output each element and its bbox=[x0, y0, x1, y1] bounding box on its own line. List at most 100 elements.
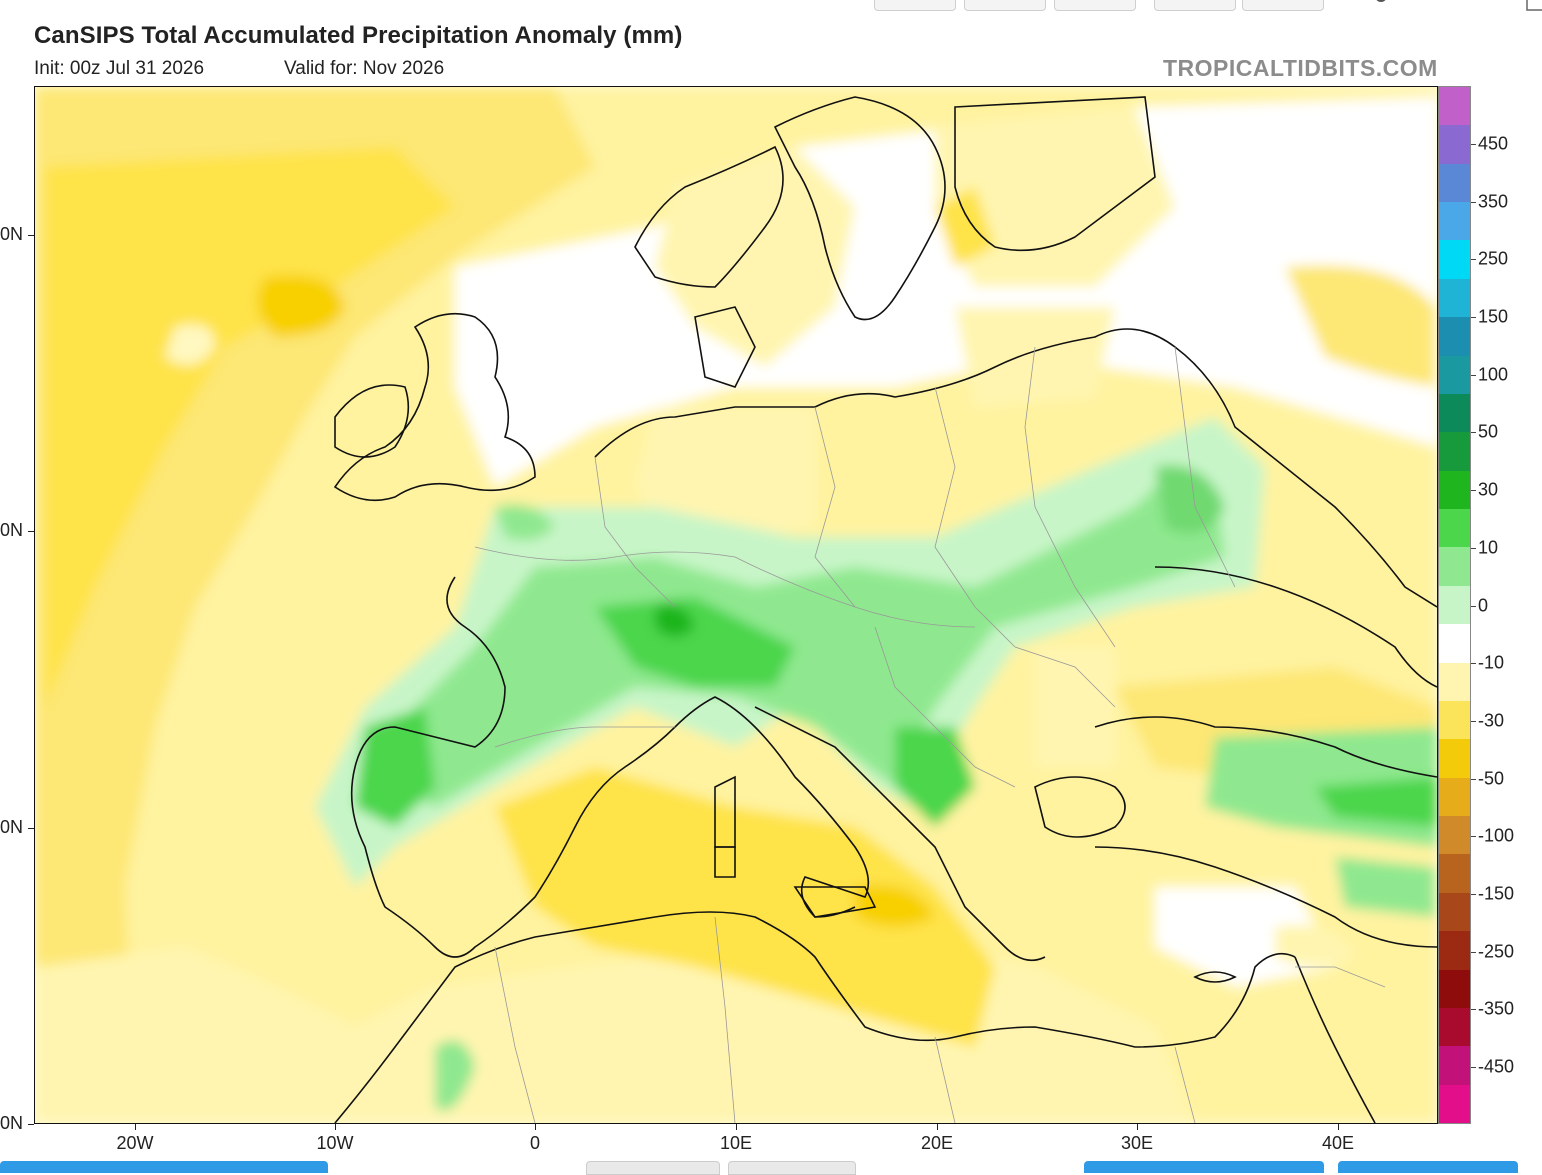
color-scale-segment bbox=[1439, 585, 1470, 625]
color-scale-tick bbox=[1471, 893, 1476, 895]
color-scale-tick bbox=[1471, 720, 1476, 722]
color-scale-tick bbox=[1471, 201, 1476, 203]
anomaly-fields bbox=[35, 87, 1437, 1123]
color-scale-segment bbox=[1439, 87, 1470, 126]
color-scale-segment bbox=[1439, 240, 1470, 280]
lat-tick bbox=[28, 531, 34, 532]
lat-label: 0N bbox=[0, 817, 24, 837]
color-scale-segment bbox=[1439, 662, 1470, 702]
map-canvas bbox=[35, 87, 1437, 1123]
color-scale-tick bbox=[1471, 432, 1476, 434]
color-scale-segment bbox=[1439, 892, 1470, 932]
color-scale-label: 450 bbox=[1478, 133, 1509, 154]
lon-label: 20E bbox=[920, 1133, 954, 1153]
color-scale-tick bbox=[1471, 144, 1476, 145]
lat-label: 0N bbox=[0, 224, 24, 244]
lon-label: 10W bbox=[316, 1133, 354, 1153]
color-scale-tick bbox=[1471, 1067, 1476, 1068]
color-scale-segment bbox=[1439, 777, 1470, 817]
color-scale-tick bbox=[1471, 259, 1476, 261]
lon-label: 10E bbox=[719, 1133, 753, 1153]
color-scale-tick bbox=[1471, 547, 1476, 549]
color-scale-tick bbox=[1471, 663, 1476, 665]
color-scale-segment bbox=[1439, 509, 1470, 548]
color-scale-label: -10 bbox=[1478, 652, 1505, 673]
lat-tick bbox=[28, 828, 34, 829]
color-scale-segment bbox=[1439, 547, 1470, 587]
color-scale-segment bbox=[1439, 278, 1470, 318]
scroll-corner-icon[interactable] bbox=[1526, 0, 1542, 12]
color-scale-label: -100 bbox=[1478, 825, 1515, 846]
bottom-nav-button[interactable] bbox=[728, 1161, 856, 1175]
toolbar-tab[interactable] bbox=[1054, 0, 1136, 11]
lon-tick bbox=[1338, 1124, 1339, 1130]
bottom-nav-button[interactable] bbox=[1338, 1161, 1518, 1173]
color-scale-label: -450 bbox=[1478, 1056, 1515, 1077]
color-scale-label: -350 bbox=[1478, 998, 1515, 1019]
toolbar-tab[interactable] bbox=[1154, 0, 1236, 11]
color-scale-label: -50 bbox=[1478, 768, 1505, 789]
color-scale-label: 10 bbox=[1478, 537, 1499, 558]
lon-tick bbox=[736, 1124, 737, 1130]
color-scale-segment bbox=[1439, 1084, 1470, 1124]
lon-tick bbox=[1137, 1124, 1138, 1130]
color-scale-label: -250 bbox=[1478, 941, 1515, 962]
toolbar-tab[interactable] bbox=[964, 0, 1046, 11]
lon-label: 0 bbox=[529, 1133, 541, 1153]
lat-label: 0N bbox=[0, 520, 24, 540]
color-scale-segment bbox=[1439, 854, 1470, 894]
bottom-nav-button[interactable] bbox=[0, 1161, 328, 1173]
color-scale-tick bbox=[1471, 951, 1476, 953]
lat-tick bbox=[28, 235, 34, 236]
site-credit: TROPICALTIDBITS.COM bbox=[1163, 55, 1438, 81]
color-scale-segment bbox=[1439, 163, 1470, 203]
color-scale-tick bbox=[1471, 1009, 1476, 1011]
lon-tick bbox=[135, 1124, 136, 1130]
lon-tick bbox=[535, 1124, 536, 1130]
toolbar-tab[interactable] bbox=[1242, 0, 1324, 11]
color-scale-segment bbox=[1439, 470, 1470, 510]
color-scale-segment bbox=[1439, 816, 1470, 855]
color-scale-segment bbox=[1439, 969, 1470, 1009]
color-scale-tick bbox=[1471, 490, 1476, 492]
color-scale-tick bbox=[1471, 836, 1476, 838]
lon-label: 20W bbox=[116, 1133, 154, 1153]
lat-label: 0N bbox=[0, 1113, 24, 1133]
lon-label: 40E bbox=[1321, 1133, 1355, 1153]
gear-icon[interactable] bbox=[1372, 0, 1390, 8]
color-scale-label: -150 bbox=[1478, 883, 1515, 904]
color-scale-segment bbox=[1439, 700, 1470, 740]
color-scale-label: 100 bbox=[1478, 364, 1509, 385]
bottom-nav-button[interactable] bbox=[1084, 1161, 1324, 1173]
color-scale-segment bbox=[1439, 432, 1470, 472]
color-scale-segment bbox=[1439, 202, 1470, 241]
color-scale-label: 250 bbox=[1478, 248, 1509, 269]
color-scale-label: 350 bbox=[1478, 191, 1509, 212]
color-scale-segment bbox=[1439, 125, 1470, 165]
color-scale-tick bbox=[1471, 374, 1476, 376]
color-scale-label: 0 bbox=[1478, 595, 1489, 615]
color-scale-label: 30 bbox=[1478, 479, 1499, 500]
color-scale-segment bbox=[1439, 1007, 1470, 1047]
color-scale-segment bbox=[1439, 355, 1470, 395]
color-scale-segment bbox=[1439, 739, 1470, 779]
color-scale-tick bbox=[1471, 605, 1476, 607]
map-title: CanSIPS Total Accumulated Precipitation … bbox=[34, 22, 683, 49]
color-scale-label: 50 bbox=[1478, 421, 1499, 442]
bottom-nav-button[interactable] bbox=[586, 1161, 720, 1175]
lon-tick bbox=[937, 1124, 938, 1130]
valid-time: Valid for: Nov 2026 bbox=[284, 58, 445, 79]
color-scale-label: -30 bbox=[1478, 710, 1505, 731]
color-scale-tick bbox=[1471, 778, 1476, 780]
borders bbox=[474, 346, 1386, 1123]
color-scale-segment bbox=[1439, 931, 1470, 970]
coastlines bbox=[333, 96, 1437, 1123]
lat-tick bbox=[28, 1124, 34, 1125]
color-scale-label: 150 bbox=[1478, 306, 1509, 327]
color-scale-segment bbox=[1439, 1046, 1470, 1086]
color-scale-segment bbox=[1439, 317, 1470, 357]
toolbar-tab[interactable] bbox=[874, 0, 956, 11]
lon-label: 30E bbox=[1120, 1133, 1154, 1153]
color-scale-tick bbox=[1471, 317, 1476, 319]
precipitation-anomaly-map[interactable] bbox=[34, 86, 1438, 1124]
